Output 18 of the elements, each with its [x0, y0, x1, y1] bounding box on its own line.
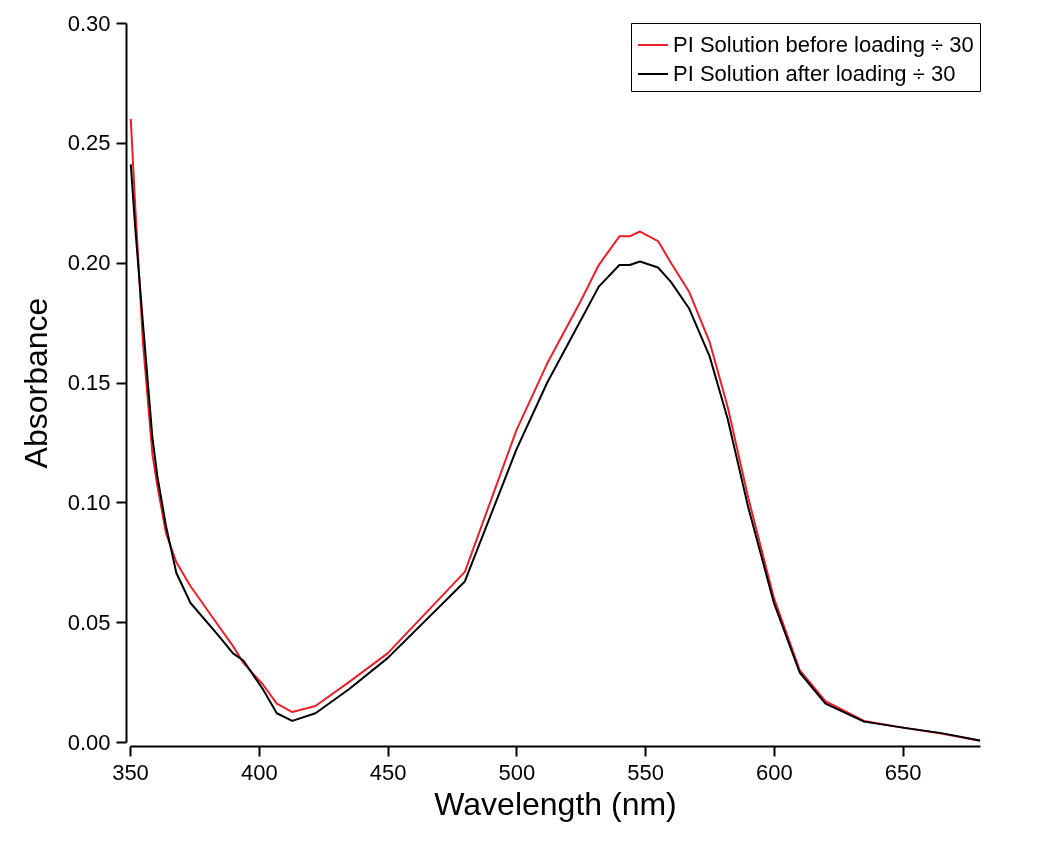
legend-label: PI Solution after loading ÷ 30	[673, 61, 956, 86]
x-tick-label: 350	[112, 759, 149, 785]
y-tick-label: 0.05	[67, 609, 111, 635]
x-axis-title: Wavelength (nm)	[434, 785, 677, 822]
legend-label: PI Solution before loading ÷ 30	[673, 32, 974, 57]
x-tick-label: 450	[369, 759, 407, 785]
y-axis-title: Absorbance	[17, 297, 54, 469]
x-tick-label: 500	[498, 759, 536, 785]
x-tick-label: 400	[240, 759, 278, 785]
y-tick-label: 0.20	[67, 250, 111, 276]
x-tick-label: 600	[756, 759, 793, 785]
y-tick-label: 0.15	[67, 370, 111, 395]
x-tick-label: 550	[627, 759, 665, 785]
y-tick-label: 0.30	[67, 10, 111, 36]
x-tick-label: 650	[884, 759, 922, 785]
y-tick-label: 0.10	[67, 489, 111, 515]
y-tick-label: 0.25	[67, 130, 111, 156]
y-tick-label: 0.00	[67, 729, 111, 755]
